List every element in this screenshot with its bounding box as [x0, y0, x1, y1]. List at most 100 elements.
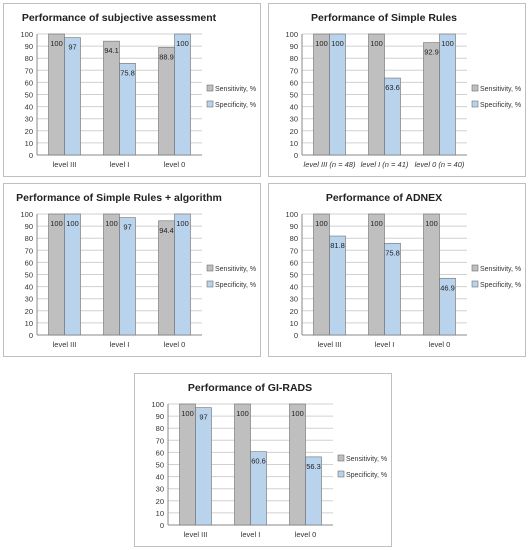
bar-sensitivity: [48, 33, 65, 156]
x-tick-label: level III: [53, 340, 77, 349]
chart-panel-simple-rules-algorithm: Performance of Simple Rules + algorithm 0…: [3, 183, 261, 357]
y-tick-label: 20: [156, 497, 164, 506]
legend-label-sensitivity: Sensitivity, %: [215, 266, 256, 273]
bar-sensitivity: [313, 33, 330, 156]
bar-sensitivity: [103, 213, 120, 336]
y-tick-label: 40: [25, 283, 33, 292]
y-tick-label: 70: [290, 246, 298, 255]
y-tick-label: 60: [290, 258, 298, 267]
y-tick-label: 20: [25, 307, 33, 316]
chart-title: Performance of Simple Rules: [311, 12, 457, 24]
x-tick-label: level III: [53, 160, 77, 169]
legend-label-specificity: Specificity, %: [480, 282, 521, 289]
data-label: 100: [176, 219, 189, 228]
legend-label-specificity: Specificity, %: [480, 102, 521, 109]
bar-chart: Performance of Simple Rules + algorithm 0…: [16, 192, 256, 349]
data-label: 63.6: [385, 83, 400, 92]
x-tick-label: level III: [318, 340, 342, 349]
y-tick-label: 10: [25, 139, 33, 148]
bar-specificity: [195, 407, 212, 526]
y-tick-label: 100: [285, 210, 298, 219]
y-tick-label: 70: [25, 66, 33, 75]
bar-specificity: [174, 213, 191, 336]
y-tick-label: 30: [290, 295, 298, 304]
y-tick-label: 0: [29, 151, 33, 160]
bar-sensitivity: [158, 47, 175, 156]
legend-swatch-sensitivity: [206, 84, 214, 92]
y-tick-label: 0: [29, 331, 33, 340]
chart-panel-gi-rads: Performance of GI-RADS 0 10 20 30 40 50 60 70 80 9…: [134, 373, 392, 547]
bar-specificity: [64, 37, 81, 156]
legend-label-specificity: Specificity, %: [215, 102, 256, 109]
y-tick-label: 20: [25, 127, 33, 136]
y-tick-label: 70: [25, 246, 33, 255]
data-label: 100: [176, 39, 189, 48]
bar-specificity: [439, 277, 456, 336]
bar-specificity: [119, 62, 136, 156]
y-tick-label: 90: [25, 42, 33, 51]
y-tick-label: 10: [290, 319, 298, 328]
y-tick-label: 80: [25, 234, 33, 243]
x-tick-label: level I: [375, 340, 395, 349]
y-tick-label: 70: [156, 436, 164, 445]
data-label: 100: [370, 39, 383, 48]
bar-sensitivity: [368, 33, 385, 156]
bar-specificity: [384, 77, 401, 156]
data-label: 97: [199, 413, 207, 422]
data-label: 56.3: [306, 462, 321, 471]
y-tick-label: 60: [25, 258, 33, 267]
data-label: 97: [123, 223, 131, 232]
bar-sensitivity: [234, 403, 251, 526]
y-tick-label: 80: [156, 424, 164, 433]
data-label: 100: [66, 219, 79, 228]
legend-swatch-specificity: [206, 100, 214, 108]
bar-sensitivity: [103, 40, 120, 156]
x-tick-label: level I: [110, 340, 130, 349]
y-tick-label: 30: [290, 115, 298, 124]
y-tick-label: 50: [290, 271, 298, 280]
bar-specificity: [64, 213, 81, 336]
y-tick-label: 100: [151, 400, 164, 409]
y-tick-label: 50: [156, 461, 164, 470]
data-label: 100: [291, 409, 304, 418]
data-label: 88.9: [159, 52, 174, 61]
y-tick-label: 0: [294, 151, 298, 160]
data-label: 94.4: [159, 226, 174, 235]
legend-label-sensitivity: Sensitivity, %: [480, 266, 521, 273]
data-label: 100: [315, 219, 328, 228]
x-tick-label: level I (n = 41): [361, 160, 409, 169]
bar-sensitivity: [179, 403, 196, 526]
data-label: 100: [236, 409, 249, 418]
bar-specificity: [174, 33, 191, 156]
bar-specificity: [119, 217, 136, 336]
chart-panel-subjective-assessment: Performance of subjective assessment 0 10 2…: [3, 3, 261, 177]
data-label: 46.9: [440, 283, 455, 292]
bar-chart: Performance of subjective assessment 0 10 2…: [20, 12, 256, 169]
y-tick-label: 80: [290, 234, 298, 243]
x-tick-label: level 0: [429, 340, 451, 349]
legend-label-specificity: Specificity, %: [346, 472, 387, 479]
legend-swatch-sensitivity: [471, 264, 479, 272]
legend-swatch-specificity: [206, 280, 214, 288]
legend-swatch-specificity: [471, 100, 479, 108]
data-label: 97: [68, 43, 76, 52]
y-tick-label: 50: [25, 271, 33, 280]
legend-label-sensitivity: Sensitivity, %: [346, 456, 387, 463]
data-label: 100: [105, 219, 118, 228]
x-tick-label: level 0 (n = 40): [415, 160, 465, 169]
bar-sensitivity: [423, 213, 440, 336]
x-tick-label: level III: [184, 530, 208, 539]
y-tick-label: 0: [294, 331, 298, 340]
y-tick-label: 60: [156, 448, 164, 457]
chart-panel-simple-rules: Performance of Simple Rules 0 10 20 30 40 50 60…: [268, 3, 526, 177]
legend-swatch-specificity: [337, 470, 345, 478]
bar-chart: Performance of GI-RADS 0 10 20 30 40 50 60 70 80 9…: [151, 382, 387, 539]
bar-sensitivity: [48, 213, 65, 336]
y-tick-label: 40: [25, 103, 33, 112]
data-label: 100: [50, 219, 63, 228]
y-tick-label: 50: [25, 91, 33, 100]
x-tick-label: level 0: [295, 530, 317, 539]
y-tick-label: 20: [290, 307, 298, 316]
bar-specificity: [329, 235, 346, 336]
data-label: 81.8: [330, 241, 345, 250]
